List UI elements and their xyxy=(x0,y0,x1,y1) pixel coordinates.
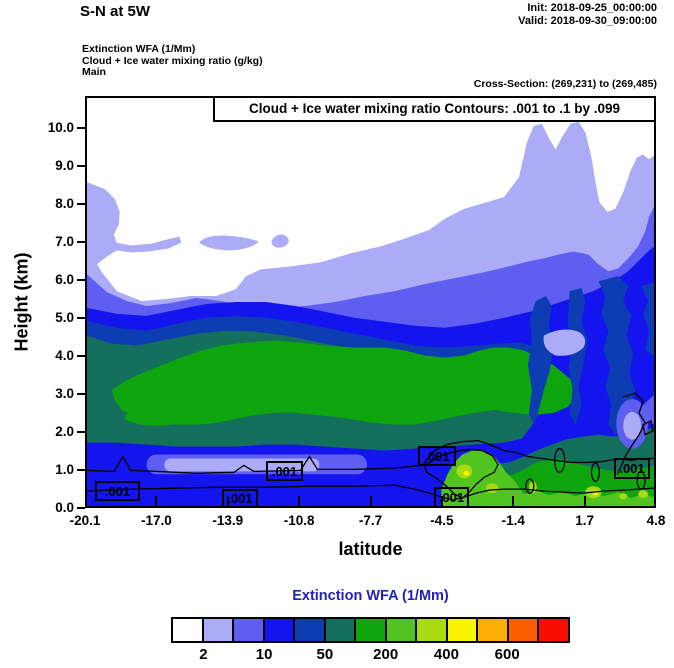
contour-label: .001 xyxy=(222,489,258,506)
x-tick-mark xyxy=(298,496,301,506)
x-tick-label: -20.1 xyxy=(69,513,101,528)
colorbar-tick-label: 600 xyxy=(494,646,520,663)
contour-label: .001 xyxy=(95,481,140,501)
colorbar-cell xyxy=(325,619,357,641)
contour-label: .001 xyxy=(614,458,650,479)
x-tick-label: -10.8 xyxy=(283,513,315,528)
colorbar-cell xyxy=(356,619,387,641)
y-tick-label: 3.0 xyxy=(55,386,74,401)
y-tick-label: 8.0 xyxy=(55,196,74,211)
x-tick-mark xyxy=(583,496,586,506)
colorbar-cell xyxy=(539,619,568,641)
y-tick-mark xyxy=(77,355,85,357)
colorbar-cell xyxy=(447,619,479,641)
x-tick-label: 1.7 xyxy=(575,513,595,528)
y-tick-mark xyxy=(77,127,85,129)
y-tick-mark xyxy=(77,507,85,509)
colorbar-cell xyxy=(173,619,204,641)
plot-area: Cloud + Ice water mixing ratio Contours:… xyxy=(85,96,656,508)
cross-section-label: Cross-Section: (269,231) to (269,485) xyxy=(473,78,657,90)
y-tick-mark xyxy=(77,279,85,281)
y-tick-label: 5.0 xyxy=(55,310,74,325)
colorbar xyxy=(171,617,570,643)
contour-label: .001 xyxy=(434,487,469,506)
colorbar-cell xyxy=(264,619,296,641)
x-tick-label: -7.7 xyxy=(358,513,383,528)
y-tick-mark xyxy=(77,469,85,471)
y-axis-title: Height (km) xyxy=(11,252,32,352)
x-tick-label: 4.8 xyxy=(646,513,666,528)
y-tick-mark xyxy=(77,317,85,319)
x-tick-mark xyxy=(226,496,229,506)
colorbar-tick-label: 10 xyxy=(255,646,273,663)
contour-label: .001 xyxy=(266,461,303,481)
colorbar-tick-label: 200 xyxy=(373,646,399,663)
contour-title: Cloud + Ice water mixing ratio Contours:… xyxy=(213,98,654,122)
run-times: Init: 2018-09-25_00:00:00 Valid: 2018-09… xyxy=(518,2,657,28)
y-tick-label: 4.0 xyxy=(55,348,74,363)
y-tick-label: 0.0 xyxy=(55,500,74,515)
x-tick-label: -1.4 xyxy=(501,513,525,528)
y-tick-mark xyxy=(77,241,85,243)
colorbar-cell xyxy=(478,619,509,641)
init-timestamp: Init: 2018-09-25_00:00:00 xyxy=(527,2,657,14)
x-tick-mark xyxy=(512,496,515,506)
x-tick-mark xyxy=(440,496,443,506)
x-tick-label: -13.9 xyxy=(212,513,244,528)
x-tick-mark xyxy=(155,496,158,506)
x-tick-mark xyxy=(655,496,656,506)
contour-field xyxy=(87,121,654,506)
field-line-domain: Main xyxy=(82,66,106,78)
colorbar-title: Extinction WFA (1/Mm) xyxy=(292,588,449,604)
field-line-extinction: Extinction WFA (1/Mm) xyxy=(82,43,196,55)
y-tick-label: 7.0 xyxy=(55,234,74,249)
colorbar-tick-label: 400 xyxy=(433,646,459,663)
colorbar-cell xyxy=(203,619,235,641)
y-tick-label: 9.0 xyxy=(55,158,74,173)
y-tick-label: 10.0 xyxy=(47,120,74,135)
y-tick-mark xyxy=(77,393,85,395)
colorbar-tick-label: 50 xyxy=(316,646,334,663)
field-list: Extinction WFA (1/Mm) Cloud + Ice water … xyxy=(82,43,263,79)
colorbar-cell xyxy=(234,619,265,641)
colorbar-cell xyxy=(386,619,418,641)
colorbar-cell xyxy=(508,619,540,641)
x-axis-title: latitude xyxy=(338,539,403,559)
y-tick-mark xyxy=(77,203,85,205)
contour-label: .001 xyxy=(418,446,456,466)
field-line-cloud-ice: Cloud + Ice water mixing ratio (g/kg) xyxy=(82,54,263,67)
colorbar-cell xyxy=(295,619,326,641)
colorbar-tick-label: 2 xyxy=(199,646,208,663)
x-tick-mark xyxy=(369,496,372,506)
x-tick-label: -4.5 xyxy=(430,513,454,528)
y-tick-label: 2.0 xyxy=(55,424,74,439)
y-tick-label: 6.0 xyxy=(55,272,74,287)
colorbar-cell xyxy=(417,619,448,641)
y-tick-mark xyxy=(77,431,85,433)
valid-timestamp: Valid: 2018-09-30_09:00:00 xyxy=(518,15,657,27)
x-tick-mark xyxy=(85,496,86,506)
y-tick-mark xyxy=(77,165,85,167)
page-title: S-N at 5W xyxy=(80,3,151,20)
contour-title-text: Cloud + Ice water mixing ratio Contours:… xyxy=(249,101,620,116)
x-tick-label: -17.0 xyxy=(140,513,172,528)
y-tick-label: 1.0 xyxy=(55,462,74,477)
